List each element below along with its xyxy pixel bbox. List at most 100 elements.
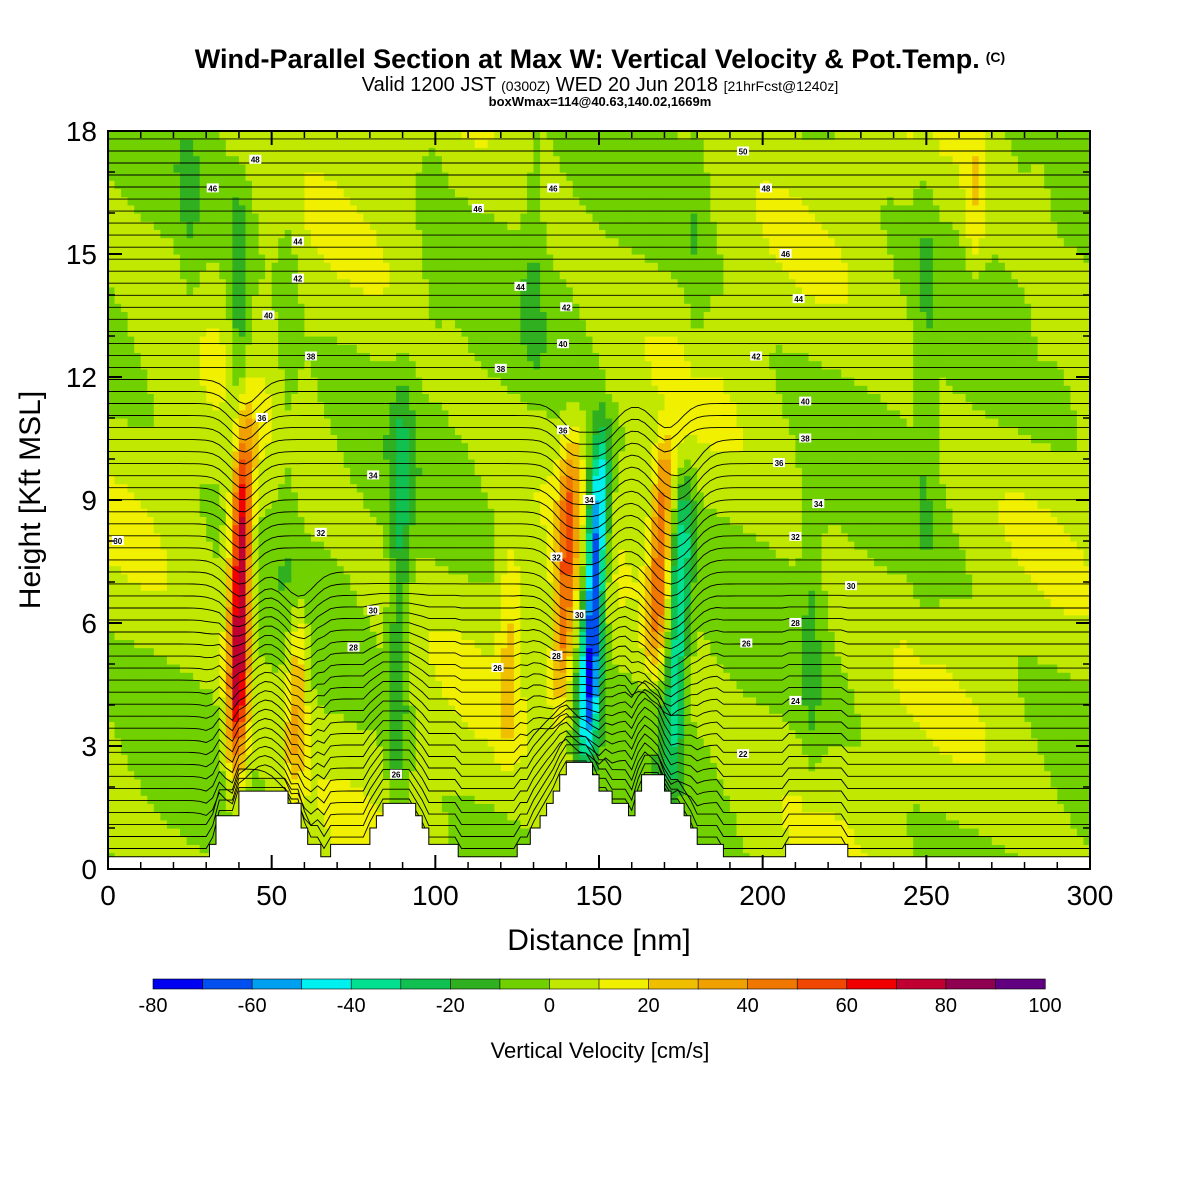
field-cell xyxy=(357,566,364,575)
field-cell xyxy=(409,287,416,296)
field-cell xyxy=(206,344,213,353)
field-cell xyxy=(213,262,220,271)
field-cell xyxy=(409,147,416,156)
field-cell xyxy=(193,508,200,517)
field-cell xyxy=(285,352,292,361)
field-cell xyxy=(206,672,213,681)
field-cell xyxy=(311,188,318,197)
field-cell xyxy=(350,631,357,640)
field-cell xyxy=(304,410,311,419)
field-cell xyxy=(435,689,442,698)
field-cell xyxy=(167,541,174,550)
field-cell xyxy=(246,484,253,493)
field-cell xyxy=(376,147,383,156)
field-cell xyxy=(442,689,449,698)
field-cell xyxy=(206,221,213,230)
field-cell xyxy=(416,672,423,681)
field-cell xyxy=(298,197,305,206)
field-cell xyxy=(187,172,194,181)
field-cell xyxy=(344,590,351,599)
field-cell xyxy=(376,320,383,329)
field-cell xyxy=(193,492,200,501)
field-cell xyxy=(154,713,161,722)
field-cell xyxy=(396,475,403,484)
field-cell xyxy=(324,221,331,230)
field-cell xyxy=(304,451,311,460)
field-cell xyxy=(383,147,390,156)
field-cell xyxy=(246,328,253,337)
field-cell xyxy=(455,779,462,788)
field-cell xyxy=(265,352,272,361)
field-cell xyxy=(383,238,390,247)
field-cell xyxy=(370,443,377,452)
field-cell xyxy=(298,221,305,230)
field-cell xyxy=(396,549,403,558)
field-cell xyxy=(396,328,403,337)
field-cell xyxy=(206,295,213,304)
field-cell xyxy=(442,631,449,640)
field-cell xyxy=(455,295,462,304)
field-cell xyxy=(448,344,455,353)
field-cell xyxy=(259,361,266,370)
field-cell xyxy=(115,254,122,263)
field-cell xyxy=(265,434,272,443)
field-cell xyxy=(160,615,167,624)
field-cell xyxy=(396,623,403,632)
field-cell xyxy=(180,393,187,402)
field-cell xyxy=(187,623,194,632)
field-cell xyxy=(318,188,325,197)
field-cell xyxy=(141,270,148,279)
field-cell xyxy=(128,164,135,173)
field-cell xyxy=(442,705,449,714)
field-cell xyxy=(128,557,135,566)
field-cell xyxy=(318,697,325,706)
field-cell xyxy=(390,352,397,361)
field-cell xyxy=(350,705,357,714)
field-cell xyxy=(429,229,436,238)
field-cell xyxy=(141,525,148,534)
field-cell xyxy=(416,262,423,271)
field-cell xyxy=(462,475,469,484)
field-cell xyxy=(435,369,442,378)
field-cell xyxy=(416,287,423,296)
field-cell xyxy=(154,361,161,370)
field-cell xyxy=(121,574,128,583)
field-cell xyxy=(108,172,115,181)
field-cell xyxy=(174,213,181,222)
field-cell xyxy=(291,188,298,197)
field-cell xyxy=(311,828,318,837)
field-cell xyxy=(350,771,357,780)
field-cell xyxy=(376,361,383,370)
field-cell xyxy=(422,607,429,616)
field-cell xyxy=(128,762,135,771)
field-cell xyxy=(396,574,403,583)
field-cell xyxy=(350,213,357,222)
field-cell xyxy=(350,754,357,763)
field-cell xyxy=(363,836,370,845)
field-cell xyxy=(350,393,357,402)
field-cell xyxy=(259,205,266,214)
field-cell xyxy=(259,500,266,509)
field-cell xyxy=(174,754,181,763)
field-cell xyxy=(174,139,181,148)
field-cell xyxy=(180,648,187,657)
field-cell xyxy=(187,533,194,542)
field-cell xyxy=(239,598,246,607)
field-cell xyxy=(154,762,161,771)
field-cell xyxy=(318,352,325,361)
field-cell xyxy=(311,623,318,632)
field-cell xyxy=(187,393,194,402)
field-cell xyxy=(239,590,246,599)
field-cell xyxy=(180,615,187,624)
field-cell xyxy=(390,393,397,402)
field-cell xyxy=(265,385,272,394)
field-cell xyxy=(187,164,194,173)
field-cell xyxy=(134,188,141,197)
field-cell xyxy=(193,213,200,222)
field-cell xyxy=(141,467,148,476)
field-cell xyxy=(390,377,397,386)
field-cell xyxy=(370,139,377,148)
field-cell xyxy=(115,287,122,296)
field-cell xyxy=(409,541,416,550)
field-cell xyxy=(363,508,370,517)
